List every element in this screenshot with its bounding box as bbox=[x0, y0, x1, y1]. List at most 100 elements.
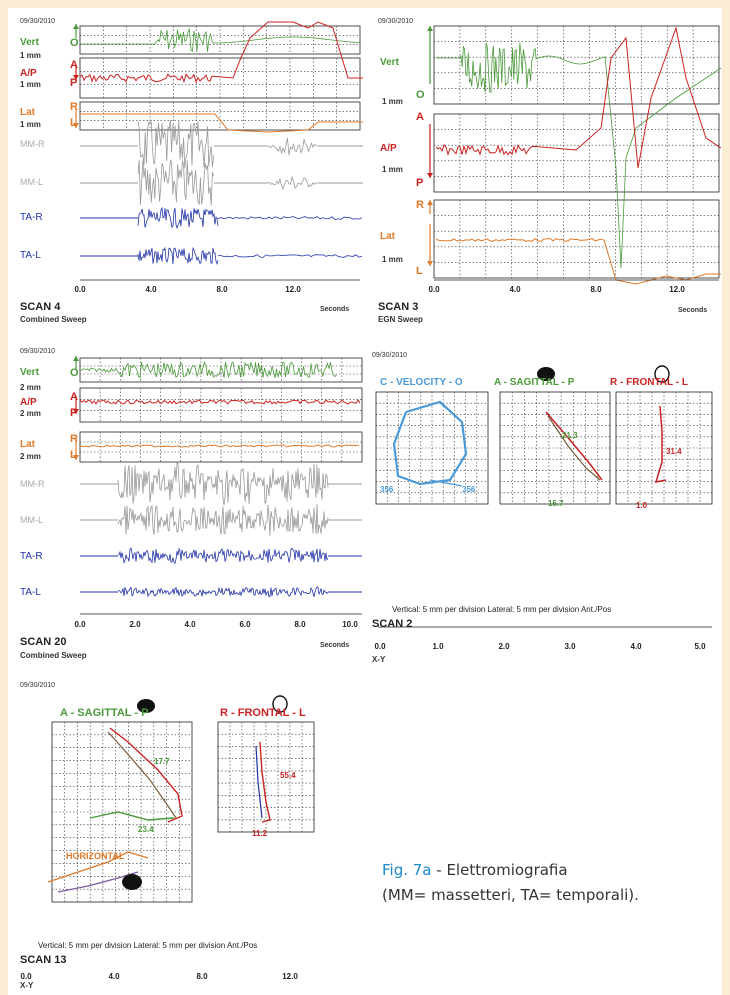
scan3-arrow-ap-head bbox=[427, 173, 433, 178]
scan20-mml-burst bbox=[117, 503, 329, 536]
scan20-chart bbox=[73, 356, 363, 615]
scan4-lat-label: Lat bbox=[20, 107, 35, 118]
scan20-seconds-label: Seconds bbox=[320, 642, 350, 649]
scan2-value: 31.4 bbox=[666, 447, 682, 456]
scan4-letter-a: A bbox=[70, 59, 78, 71]
scan13-head-side-icon bbox=[137, 699, 155, 713]
scan4-ap-grid-frame bbox=[79, 57, 361, 99]
scan20-mmr-label: MM-R bbox=[20, 479, 45, 489]
scan20-letter-o: O bbox=[70, 367, 79, 379]
scan4-tal-tail bbox=[217, 254, 363, 258]
scan2-frontal-trace bbox=[654, 405, 667, 483]
scan2-chart bbox=[375, 365, 713, 628]
scan3-lat-trace bbox=[435, 237, 721, 285]
scan2-sagittal-title: A - SAGITTAL - P bbox=[494, 377, 575, 388]
scan2-panel: 09/30/2010 C - VELOCITY - O A - SAGITTAL… bbox=[370, 352, 722, 672]
scan3-ap-trace bbox=[435, 26, 722, 169]
scan2-head-front-icon bbox=[654, 365, 670, 383]
scan13-xtick: 8.0 bbox=[196, 972, 208, 981]
scan13-frontal-grid-frame bbox=[217, 721, 315, 833]
scan20-xtick: 4.0 bbox=[184, 620, 196, 629]
scan13-frontal-trace2 bbox=[255, 745, 263, 819]
scan20-letter-r: R bbox=[70, 433, 78, 445]
scan20-letter-p: P bbox=[70, 407, 78, 419]
scan3-xtick: 12.0 bbox=[669, 285, 685, 294]
scan20-tar-label: TA-R bbox=[20, 551, 43, 562]
scan20-xtick: 8.0 bbox=[294, 620, 306, 629]
scan13-title: SCAN 13 bbox=[20, 954, 67, 966]
scan4-tar-burst bbox=[137, 206, 219, 230]
scan20-ap-trace bbox=[79, 399, 361, 405]
scan2-title: SCAN 2 bbox=[372, 618, 413, 630]
scan4-arrow-vert-head bbox=[73, 24, 79, 29]
scan2-sagittal-trace bbox=[545, 411, 603, 481]
scan4-xtick: 12.0 bbox=[285, 285, 301, 294]
scan3-xtick: 4.0 bbox=[509, 285, 521, 294]
figure-caption: Fig. 7a - Elettromiografia (MM= massette… bbox=[382, 858, 712, 908]
scan20-mml-label: MM-L bbox=[20, 515, 43, 525]
scan20-xtick: 2.0 bbox=[129, 620, 141, 629]
scan4-xtick: 0.0 bbox=[74, 285, 86, 294]
scan4-tal-burst bbox=[137, 246, 219, 266]
scan20-ap-unit: 2 mm bbox=[20, 409, 41, 418]
scan20-ap-label: A/P bbox=[20, 397, 37, 408]
scan13-value: 23.4 bbox=[138, 825, 154, 834]
scan4-tal-label: TA-L bbox=[20, 250, 41, 261]
scan4-mml-label: MM-L bbox=[20, 177, 43, 187]
scan20-xtick: 10.0 bbox=[342, 620, 358, 629]
scan13-panel: 09/30/2010 A - SAGITTAL - P R - FRONTAL … bbox=[18, 682, 363, 990]
scan3-letter-o: O bbox=[416, 89, 425, 101]
scan20-lat-unit: 2 mm bbox=[20, 452, 41, 461]
scan20-arrow-vert-head bbox=[73, 356, 79, 361]
scan4-letter-r: R bbox=[70, 101, 78, 113]
scan13-horizontal-label: HORIZONTAL bbox=[66, 851, 125, 861]
scan4-mml-burst bbox=[137, 159, 214, 206]
scan2-scale-note: Vertical: 5 mm per division Lateral: 5 m… bbox=[392, 605, 612, 614]
scan4-mmr-burst bbox=[137, 119, 214, 169]
scan4-ap-label: A/P bbox=[20, 68, 37, 79]
scan4-ap-unit: 1 mm bbox=[20, 80, 41, 89]
figure-frame bbox=[8, 8, 722, 995]
scan2-frontal-title: R - FRONTAL - L bbox=[610, 377, 688, 388]
scan13-frontal-title: R - FRONTAL - L bbox=[220, 707, 306, 719]
scan4-sweep: Combined Sweep bbox=[20, 315, 87, 324]
scan3-letter-l: L bbox=[416, 265, 423, 277]
scan2-xtick: 5.0 bbox=[694, 642, 706, 651]
scan2-value: 15.7 bbox=[548, 499, 564, 508]
scan13-sagittal-trace2 bbox=[107, 731, 177, 819]
scan20-vert-unit: 2 mm bbox=[20, 383, 41, 392]
scan3-vert-unit: 1 mm bbox=[382, 97, 403, 106]
scan2-velocity-title: C - VELOCITY - O bbox=[380, 377, 463, 388]
scan2-velocity-tail bbox=[429, 479, 463, 487]
scan20-letter-l: L bbox=[70, 449, 77, 461]
scan4-chart bbox=[73, 21, 363, 281]
scan3-panel: 09/30/2010 Vert 1 mm A/P 1 mm Lat 1 mm O… bbox=[376, 18, 722, 328]
scan4-letter-l: L bbox=[70, 117, 77, 129]
scan4-lat-trace bbox=[80, 113, 363, 133]
scan20-xtick: 0.0 bbox=[74, 620, 86, 629]
scan3-arrow-lat-head bbox=[427, 200, 433, 205]
scan3-vert-grid-frame bbox=[433, 25, 720, 105]
scan13-value: 11.2 bbox=[252, 829, 268, 838]
scan3-seconds-label: Seconds bbox=[678, 307, 708, 314]
scan20-vert-trace bbox=[79, 361, 337, 379]
scan20-tar-burst bbox=[117, 547, 329, 565]
scan4-lat-unit: 1 mm bbox=[20, 120, 41, 129]
scan2-value: 356 bbox=[462, 485, 476, 494]
scan2-sagittal-grid-frame bbox=[499, 391, 611, 505]
caption-fig-label: Fig. 7a bbox=[382, 861, 432, 879]
scan3-letter-a: A bbox=[416, 111, 424, 123]
scan4-mmr-label: MM-R bbox=[20, 139, 45, 149]
scan2-head-side-icon bbox=[537, 367, 555, 381]
scan4-xtick: 4.0 bbox=[145, 285, 157, 294]
scan4-mmr-burst2 bbox=[267, 137, 318, 156]
scan13-date: 09/30/2010 bbox=[20, 682, 56, 689]
scan3-arrow-vert-head bbox=[427, 26, 433, 31]
scan13-xtick: 0.0 bbox=[20, 972, 32, 981]
scan4-ap-trace bbox=[79, 21, 363, 84]
scan3-ap-label: A/P bbox=[380, 143, 397, 154]
scan20-letter-a: A bbox=[70, 391, 78, 403]
scan2-xtick: 0.0 bbox=[374, 642, 386, 651]
scan20-tal-label: TA-L bbox=[20, 587, 41, 598]
scan13-value: 55.4 bbox=[280, 771, 296, 780]
